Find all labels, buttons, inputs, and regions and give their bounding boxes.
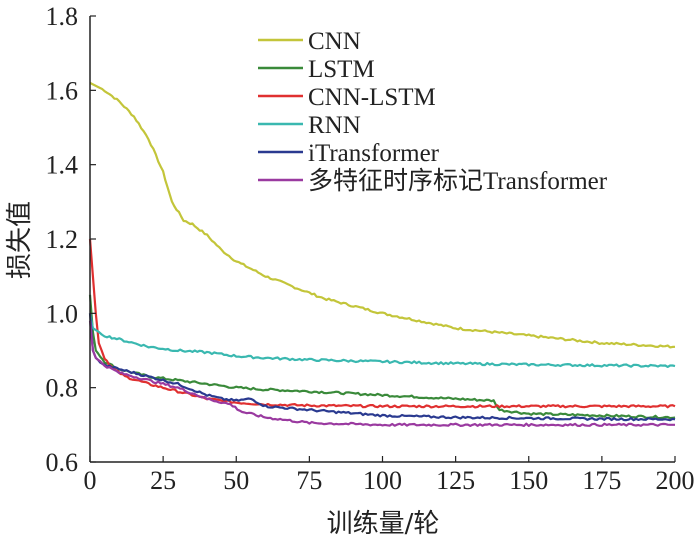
ticks: 0 25 50 75 100 125 150 175 200 0.6 0.8 1.0 1.2 1.4 1.6… <box>46 2 695 495</box>
series-line-2 <box>88 294 676 420</box>
x-tick-label: 0 <box>84 466 97 495</box>
legend-label: CNN <box>308 28 361 55</box>
y-tick-label: 1.4 <box>46 151 79 180</box>
y-tick-label: 0.6 <box>46 448 79 477</box>
x-tick-label: 150 <box>509 466 548 495</box>
series-line-6 <box>88 320 675 427</box>
y-tick-label: 1.0 <box>46 299 79 328</box>
legend: CNNLSTMCNN-LSTMRNNiTransformer多特征时序标记Tra… <box>258 28 608 195</box>
series-line-1 <box>89 81 676 349</box>
y-axis-title: 损失值 <box>5 201 35 279</box>
legend-label: iTransformer <box>308 140 440 167</box>
x-tick-label: 175 <box>582 466 621 495</box>
plot-series <box>88 81 676 427</box>
series-line-5 <box>88 313 676 422</box>
y-tick-label: 1.6 <box>46 76 79 105</box>
legend-label: RNN <box>308 112 361 139</box>
y-tick-label: 1.2 <box>46 225 79 254</box>
x-tick-label: 200 <box>656 466 695 495</box>
x-axis-title: 训练量/轮 <box>327 509 440 539</box>
legend-label: CNN-LSTM <box>308 84 436 111</box>
x-tick-label: 50 <box>223 466 249 495</box>
x-tick-label: 75 <box>296 466 322 495</box>
y-tick-label: 1.8 <box>46 2 79 31</box>
y-tick-label: 0.8 <box>46 374 79 403</box>
x-tick-label: 100 <box>363 466 402 495</box>
x-tick-label: 25 <box>150 466 176 495</box>
series-line-4 <box>88 313 676 368</box>
legend-label: LSTM <box>308 56 375 83</box>
legend-label: 多特征时序标记Transformer <box>308 167 608 195</box>
x-tick-label: 125 <box>436 466 475 495</box>
